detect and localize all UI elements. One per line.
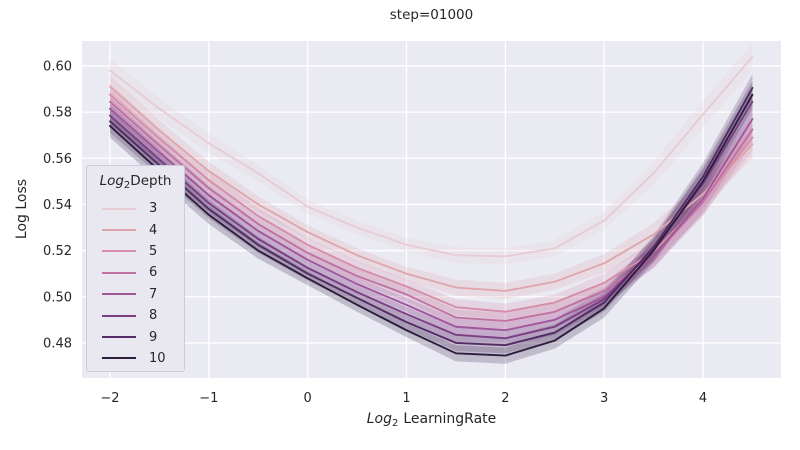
legend-title-rest: Depth [130, 173, 172, 189]
legend-item-depth-8: 8 [93, 305, 178, 326]
y-tick-label: 0.50 [43, 290, 72, 305]
chart-title: step=01000 [389, 7, 474, 23]
legend-item-depth-3: 3 [93, 198, 178, 219]
legend-item-depth-9: 9 [93, 326, 178, 347]
y-tick-label: 0.56 [43, 152, 72, 167]
legend-title-log: Log [99, 173, 124, 189]
legend-label-depth-7: 7 [149, 286, 158, 302]
x-tick-label: 4 [699, 391, 707, 406]
legend-swatch-depth-8 [102, 314, 136, 317]
legend-swatch-depth-9 [102, 336, 136, 339]
x-axis-label-sub2: 2 [392, 418, 399, 429]
legend-title-sub2: 2 [123, 180, 131, 191]
legend-label-depth-9: 9 [149, 329, 158, 345]
x-tick-label: 2 [501, 391, 509, 406]
series-line-depth-10 [109, 93, 754, 357]
legend-item-depth-6: 6 [93, 262, 178, 283]
x-tick-label: 1 [402, 391, 410, 406]
x-axis-label: Log2 LearningRate [82, 411, 781, 429]
legend-swatch-depth-10 [102, 357, 136, 360]
legend-label-depth-10: 10 [149, 350, 166, 366]
x-tick-label: −1 [199, 391, 218, 406]
y-tick-label: 0.54 [43, 198, 72, 213]
y-tick-label: 0.58 [43, 106, 72, 121]
ci-band-depth-4 [109, 75, 753, 300]
legend-label-depth-6: 6 [149, 265, 158, 281]
legend-item-depth-4: 4 [93, 219, 178, 240]
legend-title: Log2Depth [93, 171, 178, 196]
legend-rows: 3 4 5 6 7 8 9 10 [93, 198, 178, 369]
series-line-depth-4 [109, 85, 754, 292]
plot-artists [109, 42, 754, 364]
legend-swatch-depth-5 [102, 250, 136, 253]
y-tick-label: 0.52 [43, 244, 72, 259]
x-axis-label-rest: LearningRate [403, 411, 497, 427]
x-tick-label: −2 [100, 391, 119, 406]
x-axis-label-log: Log [366, 411, 392, 427]
legend: Log2Depth 3 4 5 6 7 8 9 10 [86, 165, 185, 372]
legend-item-depth-7: 7 [93, 284, 178, 305]
y-tick-label: 0.48 [43, 336, 72, 351]
legend-item-depth-5: 5 [93, 241, 178, 262]
legend-swatch-depth-7 [102, 293, 136, 296]
legend-label-depth-8: 8 [149, 308, 158, 324]
ci-band-depth-3 [109, 42, 753, 265]
series-line-depth-9 [109, 86, 754, 347]
x-tick-label: 3 [600, 391, 608, 406]
series-line-depth-3 [109, 55, 754, 258]
legend-label-depth-3: 3 [149, 201, 158, 217]
legend-swatch-depth-6 [102, 271, 136, 274]
plot-background [82, 41, 781, 378]
x-tick-label: 0 [304, 391, 312, 406]
series-line-depth-7 [109, 107, 754, 332]
y-tick-label: 0.60 [43, 59, 72, 74]
legend-item-depth-10: 10 [93, 348, 178, 369]
legend-label-depth-4: 4 [149, 222, 158, 238]
legend-label-depth-5: 5 [149, 243, 158, 259]
legend-swatch-depth-4 [102, 229, 136, 232]
legend-swatch-depth-3 [102, 207, 136, 210]
y-axis-label: Log Loss [14, 178, 30, 240]
